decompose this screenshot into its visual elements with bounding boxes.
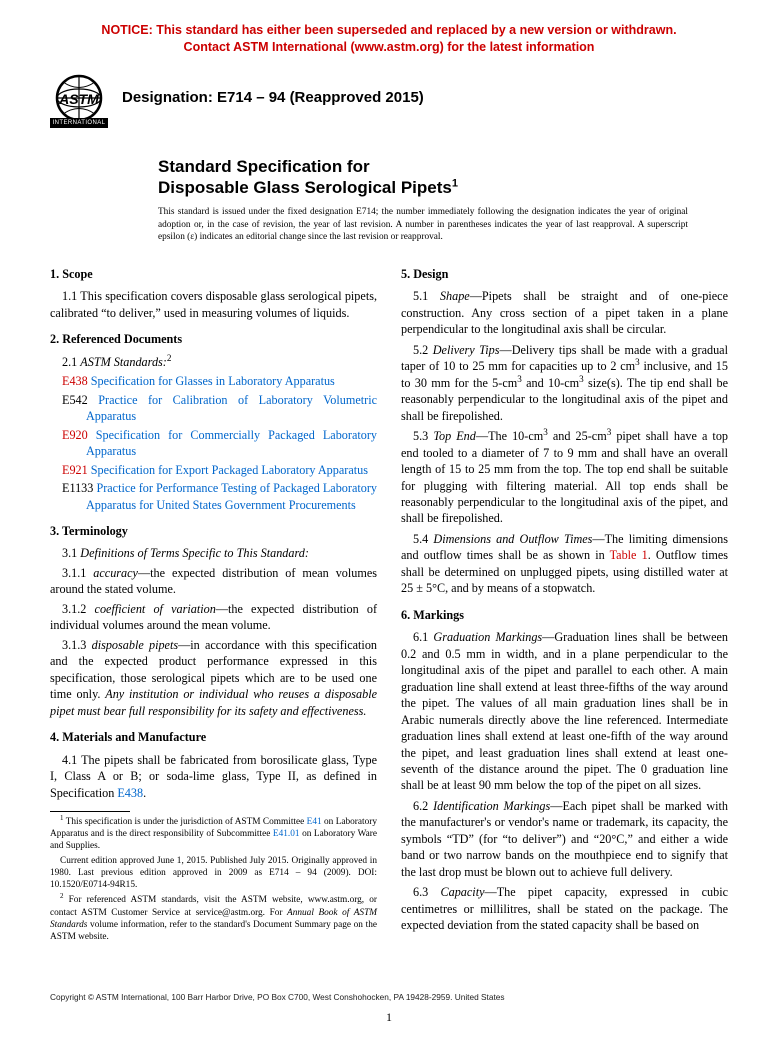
copyright: Copyright © ASTM International, 100 Barr… [50, 992, 505, 1003]
body-columns: 1. Scope 1.1 This specification covers d… [50, 266, 728, 945]
svg-text:ASTM: ASTM [58, 91, 99, 107]
section-head-refdocs: 2. Referenced Documents [50, 331, 377, 347]
design-topend: 5.3 Top End—The 10-cm3 and 25-cm3 pipet … [401, 428, 728, 527]
title-line2: Disposable Glass Serological Pipets1 [158, 177, 728, 198]
design-tips: 5.2 Delivery Tips—Delivery tips shall be… [401, 342, 728, 424]
design-dimensions: 5.4 Dimensions and Outflow Times—The lim… [401, 531, 728, 597]
notice-line1: NOTICE: This standard has either been su… [101, 23, 676, 37]
footnote-2: 2 For referenced ASTM standards, visit t… [50, 894, 377, 942]
header-row: ASTM INTERNATIONAL Designation: E714 – 9… [50, 70, 728, 126]
section-head-materials: 4. Materials and Manufacture [50, 729, 377, 745]
link-e41-01[interactable]: E41.01 [273, 829, 300, 839]
link-e438[interactable]: E438 [117, 786, 143, 800]
refdocs-intro: 2.1 ASTM Standards:2 [50, 354, 377, 370]
title-line1: Standard Specification for [158, 156, 728, 177]
ref-item: E438 Specification for Glasses in Labora… [50, 373, 377, 389]
term-accuracy: 3.1.1 accuracy—the expected distribution… [50, 565, 377, 598]
ref-list: E438 Specification for Glasses in Labora… [50, 373, 377, 513]
page-number: 1 [0, 1009, 778, 1025]
ref-link[interactable]: Practice for Performance Testing of Pack… [86, 481, 377, 511]
ref-link[interactable]: Specification for Commercially Packaged … [86, 428, 377, 458]
notice-banner: NOTICE: This standard has either been su… [50, 22, 728, 56]
section-head-scope: 1. Scope [50, 266, 377, 282]
designation: Designation: E714 – 94 (Reapproved 2015) [122, 88, 424, 108]
ref-link[interactable]: Practice for Calibration of Laboratory V… [86, 393, 377, 423]
notice-line2: Contact ASTM International (www.astm.org… [184, 40, 595, 54]
logo-label: INTERNATIONAL [50, 118, 108, 128]
issuance-note: This standard is issued under the fixed … [158, 206, 688, 244]
section-head-terminology: 3. Terminology [50, 523, 377, 539]
markings-graduation: 6.1 Graduation Markings—Graduation lines… [401, 629, 728, 794]
term-disposable: 3.1.3 disposable pipets—in accordance wi… [50, 637, 377, 719]
astm-logo: ASTM INTERNATIONAL [50, 70, 108, 126]
link-table1[interactable]: Table 1 [610, 548, 648, 562]
ref-code[interactable]: E1133 [62, 481, 96, 495]
markings-capacity: 6.3 Capacity—The pipet capacity, express… [401, 884, 728, 933]
term-cov: 3.1.2 coefficient of variation—the expec… [50, 601, 377, 634]
materials-p1: 4.1 The pipets shall be fabricated from … [50, 752, 377, 801]
scope-p1: 1.1 This specification covers disposable… [50, 288, 377, 321]
ref-item: E920 Specification for Commercially Pack… [50, 427, 377, 460]
ref-item: E1133 Practice for Performance Testing o… [50, 480, 377, 513]
ref-item: E921 Specification for Export Packaged L… [50, 462, 377, 478]
ref-code[interactable]: E438 [62, 374, 91, 388]
design-shape: 5.1 Shape—Pipets shall be straight and o… [401, 288, 728, 337]
footnote-1-p2: Current edition approved June 1, 2015. P… [50, 855, 377, 891]
section-head-markings: 6. Markings [401, 607, 728, 623]
terminology-intro: 3.1 Definitions of Terms Specific to Thi… [50, 545, 377, 561]
document-title: Standard Specification for Disposable Gl… [158, 156, 728, 199]
ref-link[interactable]: Specification for Glasses in Laboratory … [91, 374, 335, 388]
footnote-1: 1 This specification is under the jurisd… [50, 816, 377, 852]
ref-code[interactable]: E920 [62, 428, 96, 442]
ref-code[interactable]: E921 [62, 463, 91, 477]
markings-identification: 6.2 Identification Markings—Each pipet s… [401, 798, 728, 880]
link-e41[interactable]: E41 [307, 817, 322, 827]
ref-link[interactable]: Specification for Export Packaged Labora… [91, 463, 368, 477]
ref-code[interactable]: E542 [62, 393, 98, 407]
ref-item: E542 Practice for Calibration of Laborat… [50, 392, 377, 425]
section-head-design: 5. Design [401, 266, 728, 282]
footnote-block: 1 This specification is under the jurisd… [50, 811, 377, 943]
footnote-rule [50, 811, 130, 812]
